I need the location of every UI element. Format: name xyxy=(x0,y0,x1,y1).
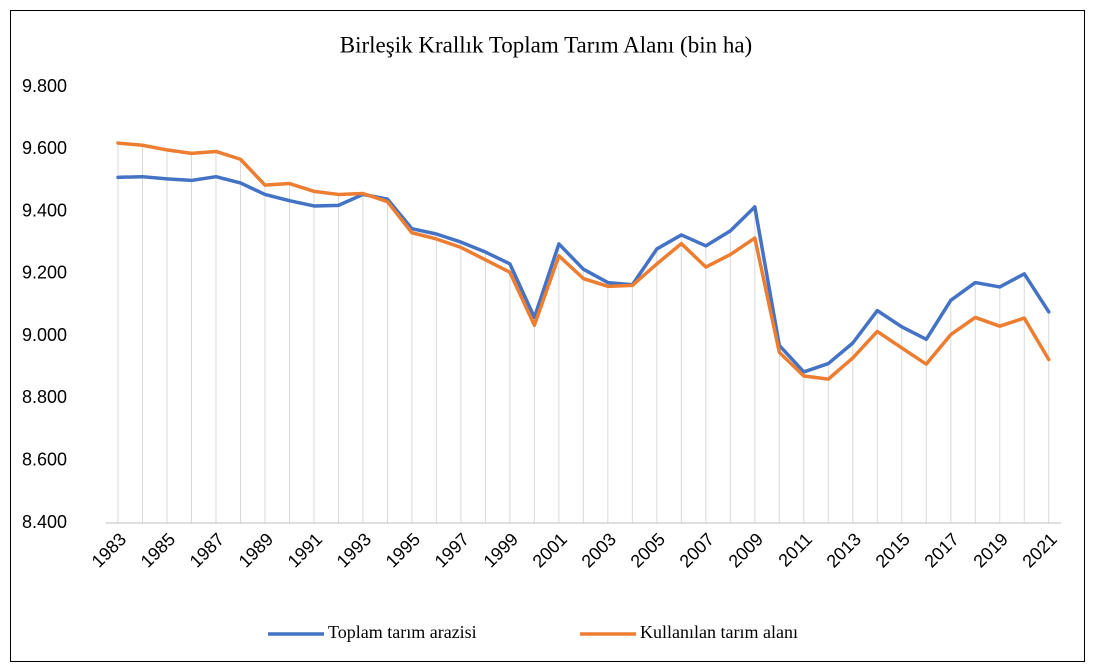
legend-label: Toplam tarım arazisi xyxy=(328,622,477,642)
chart-title: Birleşik Krallık Toplam Tarım Alanı (bin… xyxy=(340,32,752,57)
y-tick-label: 8.600 xyxy=(22,449,67,469)
y-tick-label: 8.400 xyxy=(22,512,67,532)
series-line xyxy=(116,174,1051,374)
series-line xyxy=(116,141,1051,381)
legend-label: Kullanılan tarım alanı xyxy=(640,622,798,642)
legend: Toplam tarım arazisi Kullanılan tarım ala… xyxy=(268,622,798,642)
y-tick-label: 8.800 xyxy=(22,387,67,407)
y-tick-label: 9.800 xyxy=(22,76,67,96)
chart-border xyxy=(10,10,1085,662)
y-tick-label: 9.400 xyxy=(22,200,67,220)
y-tick-label: 9.600 xyxy=(22,138,67,158)
y-tick-label: 9.200 xyxy=(22,263,67,283)
y-tick-label: 9.000 xyxy=(22,325,67,345)
